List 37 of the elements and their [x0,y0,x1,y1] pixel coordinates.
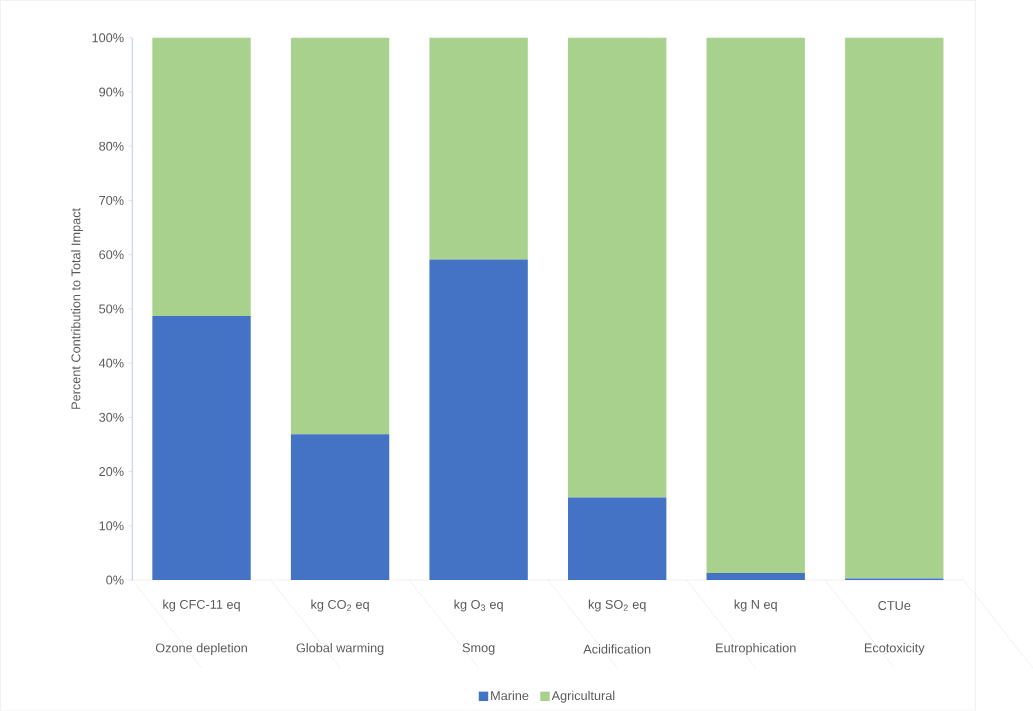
x-tick-label: Smog [462,643,495,655]
bar [290,37,390,434]
y-tick-label: 100% [92,33,124,43]
bar [706,37,805,573]
bar [845,37,944,579]
legend-label: Agricultural [551,690,615,703]
y-tick-label: 50% [99,304,124,314]
y-tick-label: 10% [99,521,124,531]
bar [567,37,667,498]
legend-label: Marine [491,690,529,700]
text: kg CFC-11 eq [163,599,240,612]
y-tick-label: 40% [98,358,124,368]
y-tick-label: 30% [99,412,124,422]
bar [567,497,667,580]
bar [152,315,251,580]
x-tick-label: Eutrophication [716,642,796,655]
y-tick-label: 70% [99,195,124,205]
bar [290,433,390,580]
y-tick-label: 80% [99,141,124,151]
bar [429,259,528,580]
text: kg O$_{3}$ eq [454,599,503,612]
bar [429,37,528,260]
bar [152,37,251,316]
y-tick-label: 0% [106,575,124,585]
y-axis-title: Percent Contribution to Total Impact [71,207,83,409]
text: CTUe [878,600,911,610]
y-tick-label: 90% [99,87,124,97]
x-tick-label: Acidification [583,644,651,654]
x-tick-label: Global warming [296,642,384,655]
x-tick-label: Ecotoxicity [864,642,925,655]
text: kg CO$_{2}$ eq [311,599,369,612]
bar [706,572,805,580]
text: kg N eq [734,599,777,612]
x-tick-label: Ozone depletion [155,642,247,655]
y-tick-label: 20% [99,466,124,476]
text: kg SO$_{2}$ eq [588,599,646,612]
y-tick-label: 60% [99,250,124,260]
